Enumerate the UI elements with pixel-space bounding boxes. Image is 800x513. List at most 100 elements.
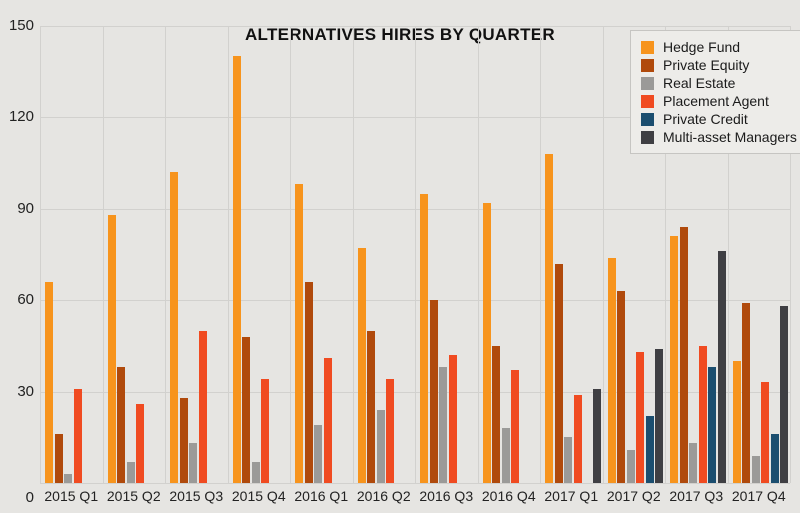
x-axis: 2015 Q1 2015 Q2 2015 Q3 2015 Q4 2016 Q1 2016 … (40, 488, 790, 510)
bar-private-equity (242, 336, 250, 483)
bar-placement-agent (198, 330, 207, 483)
bar-placement-agent (761, 382, 769, 483)
bar-group-2017-q4 (728, 26, 791, 483)
bar-multi-asset-managers (592, 388, 601, 483)
bar-placement-agent (136, 403, 144, 483)
bar-real-estate (314, 425, 322, 483)
y-axis-tick-label: 30 (17, 382, 34, 400)
bar-hedge-fund (607, 257, 616, 483)
bar-multi-asset-managers (717, 251, 726, 483)
plot-area (40, 26, 791, 484)
legend-swatch (641, 58, 654, 72)
gridline-v (665, 26, 666, 483)
bar-hedge-fund (732, 361, 741, 483)
legend-item: Placement Agent (641, 92, 797, 110)
gridline-v (40, 26, 41, 483)
bar-real-estate (64, 473, 72, 483)
bar-hedge-fund (295, 184, 303, 483)
bar-private-equity (117, 367, 125, 483)
bar-private-equity (179, 397, 188, 483)
gridline-v (102, 26, 104, 483)
bar-group-2016-q4 (478, 26, 541, 483)
bar-hedge-fund (107, 214, 116, 483)
legend-label: Multi-asset Managers (663, 129, 797, 145)
bar-private-equity (742, 303, 750, 483)
x-axis-label: 2017 Q3 (669, 488, 724, 504)
bar-placement-agent (448, 355, 457, 483)
x-axis-label: 2015 Q2 (106, 488, 161, 504)
y-axis-tick-label: 150 (8, 17, 34, 34)
bar-private-equity (304, 281, 313, 483)
y-axis-tick-label: 60 (17, 291, 34, 309)
x-axis-label: 2016 Q1 (294, 488, 349, 504)
bar-placement-agent (323, 358, 332, 483)
bar-real-estate (189, 443, 197, 483)
y-axis-tick-label: 90 (17, 199, 34, 217)
bar-real-estate (626, 449, 635, 483)
legend-swatch (641, 40, 654, 54)
x-axis-label: 2016 Q4 (481, 488, 536, 504)
bar-placement-agent (573, 394, 582, 483)
bar-multi-asset-managers (655, 348, 663, 483)
x-axis-label: 2015 Q3 (169, 488, 224, 504)
bar-hedge-fund (170, 172, 178, 483)
gridline-v (352, 26, 354, 483)
bar-group-2017-q2 (603, 26, 666, 483)
bar-real-estate (751, 455, 760, 483)
legend-swatch (641, 76, 654, 90)
gridline-v (727, 26, 729, 483)
bar-placement-agent (636, 352, 644, 483)
bar-multi-asset-managers (780, 306, 788, 483)
legend-swatch (641, 130, 654, 144)
bar-real-estate (439, 367, 447, 483)
bar-private-equity (617, 291, 625, 483)
legend-item: Real Estate (641, 74, 797, 92)
gridline-v (540, 26, 541, 483)
bar-hedge-fund (357, 248, 366, 483)
bar-real-estate (126, 461, 135, 483)
bar-private-equity (554, 263, 563, 483)
legend-item: Private Equity (641, 56, 797, 74)
bar-group-2015-q1 (40, 26, 103, 483)
bar-private-credit (770, 434, 779, 483)
bar-hedge-fund (45, 281, 53, 483)
bar-real-estate (376, 409, 385, 483)
bar-group-2016-q1 (290, 26, 353, 483)
bar-real-estate (501, 428, 510, 483)
bar-private-equity (429, 300, 438, 483)
y-axis: 0 30 60 90 120 150 (0, 17, 34, 510)
legend-label: Placement Agent (663, 93, 769, 109)
legend-swatch (641, 94, 654, 108)
gridline-v (290, 26, 291, 483)
legend-item: Private Credit (641, 110, 797, 128)
bar-private-equity (367, 330, 375, 483)
legend-label: Real Estate (663, 75, 736, 91)
legend-label: Private Equity (663, 57, 750, 73)
bar-hedge-fund (545, 153, 553, 483)
legend-label: Private Credit (663, 111, 748, 127)
bar-group-2015-q2 (103, 26, 166, 483)
bar-placement-agent (261, 379, 269, 483)
bar-real-estate (251, 461, 260, 483)
bar-private-credit (645, 415, 654, 483)
gridline-v (165, 26, 166, 483)
bar-group-2016-q2 (353, 26, 416, 483)
bar-group-2015-q3 (165, 26, 228, 483)
x-axis-label: 2017 Q1 (544, 488, 599, 504)
bar-hedge-fund (232, 56, 241, 483)
x-axis-label: 2017 Q4 (731, 488, 786, 504)
bar-placement-agent (698, 345, 707, 483)
bar-placement-agent (511, 370, 519, 483)
x-axis-label: 2015 Q1 (44, 488, 99, 504)
bar-hedge-fund (482, 202, 491, 483)
gridline-v (790, 26, 791, 483)
bar-group-2017-q3 (665, 26, 728, 483)
gridline-v (602, 26, 604, 483)
bar-private-equity (492, 345, 500, 483)
bar-group-2015-q4 (228, 26, 291, 483)
x-axis-label: 2016 Q3 (419, 488, 474, 504)
legend-swatch (641, 112, 654, 126)
gridline-v (227, 26, 229, 483)
bar-private-credit (708, 367, 716, 483)
